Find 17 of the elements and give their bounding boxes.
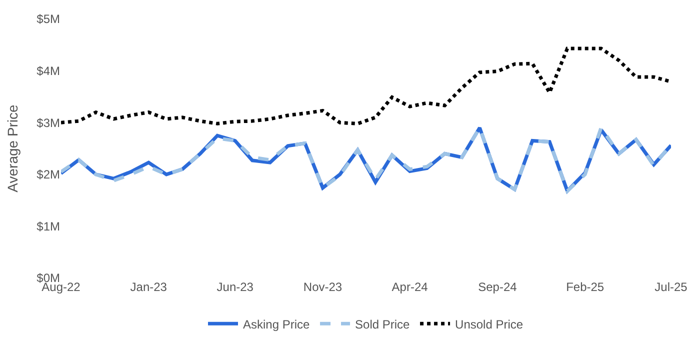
- y-tick-label: $5M: [36, 12, 60, 26]
- y-tick-label: $2M: [36, 168, 60, 182]
- y-tick-label: $1M: [36, 219, 60, 234]
- x-tick-label: Nov-23: [303, 280, 342, 294]
- x-tick-label: Jul-25: [654, 280, 688, 294]
- legend-label: Unsold Price: [455, 317, 524, 332]
- legend-label: Sold Price: [355, 317, 410, 332]
- y-axis-title: Average Price: [4, 104, 20, 192]
- x-tick-label: Jan-23: [130, 280, 168, 294]
- y-tick-label: $4M: [36, 64, 60, 78]
- x-tick-label: Apr-24: [392, 280, 428, 294]
- legend-label: Asking Price: [243, 317, 310, 332]
- x-tick-label: Sep-24: [478, 280, 518, 294]
- x-tick-label: Feb-25: [566, 280, 604, 294]
- x-tick-label: Jun-23: [216, 280, 254, 294]
- line-series: [61, 46, 671, 126]
- y-tick-label: $3M: [36, 116, 60, 130]
